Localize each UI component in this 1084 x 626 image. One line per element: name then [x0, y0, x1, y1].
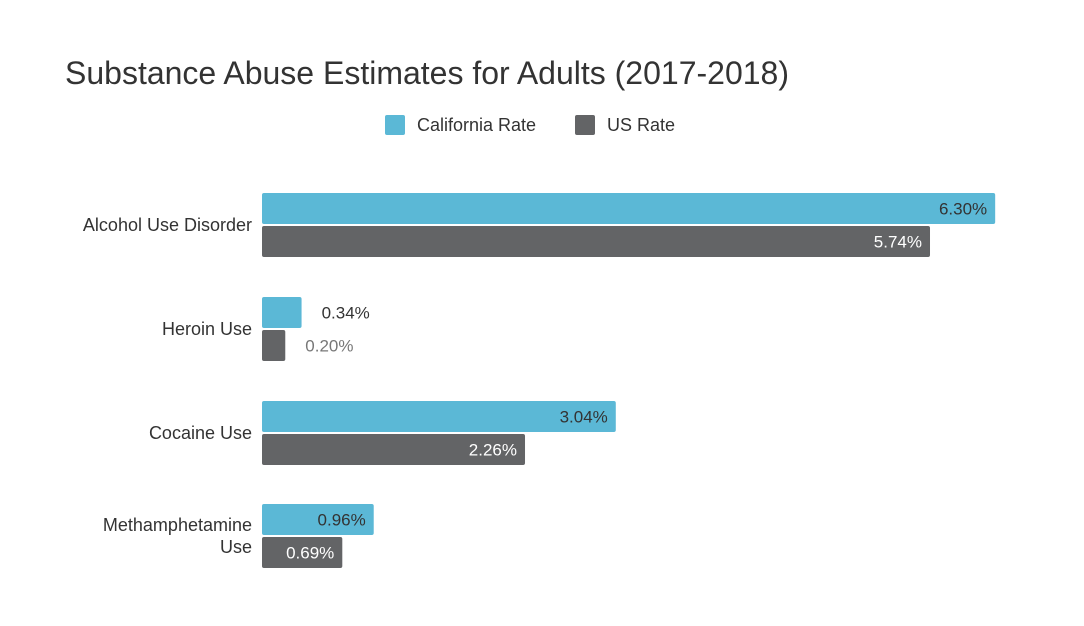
data-label-california: 0.96%	[318, 511, 366, 530]
bar-group-alcohol-use-disorder: 6.30% 5.74% Alcohol Use Disorder	[83, 193, 996, 257]
bar-group-heroin-use: 0.34% 0.20% Heroin Use	[162, 297, 370, 361]
data-label-us: 0.69%	[286, 544, 334, 563]
legend-label-us: US Rate	[607, 115, 675, 135]
legend-swatch-california	[385, 115, 405, 135]
legend-item-us[interactable]: US Rate	[575, 115, 675, 135]
data-label-us: 2.26%	[469, 441, 517, 460]
legend: California Rate US Rate	[385, 115, 675, 135]
bar-us[interactable]	[262, 434, 526, 465]
data-label-california: 6.30%	[939, 200, 987, 219]
bar-group-cocaine-use: 3.04% 2.26% Cocaine Use	[149, 401, 616, 465]
bar-group-methamphetamine-use: 0.96% 0.69% Methamphetamine Use	[103, 504, 374, 568]
legend-swatch-us	[575, 115, 595, 135]
category-label: Heroin Use	[162, 319, 252, 339]
plot-area: 6.30% 5.74% Alcohol Use Disorder 0.34% 0.20%…	[83, 193, 996, 568]
category-label: Cocaine Use	[149, 423, 252, 443]
chart-title: Substance Abuse Estimates for Adults (20…	[65, 55, 789, 91]
data-label-california: 0.34%	[322, 304, 370, 323]
data-label-california: 3.04%	[560, 408, 608, 427]
bar-us[interactable]	[262, 330, 286, 361]
data-label-us: 0.20%	[305, 337, 353, 356]
category-label: Methamphetamine Use	[103, 515, 252, 557]
bar-california[interactable]	[262, 193, 996, 224]
bar-california[interactable]	[262, 504, 374, 535]
category-label: Alcohol Use Disorder	[83, 215, 252, 235]
legend-label-california: California Rate	[417, 115, 536, 135]
bar-california[interactable]	[262, 401, 616, 432]
bar-us[interactable]	[262, 226, 931, 257]
data-label-us: 5.74%	[874, 233, 922, 252]
bar-us[interactable]	[262, 537, 343, 568]
bar-california[interactable]	[262, 297, 302, 328]
legend-item-california[interactable]: California Rate	[385, 115, 536, 135]
